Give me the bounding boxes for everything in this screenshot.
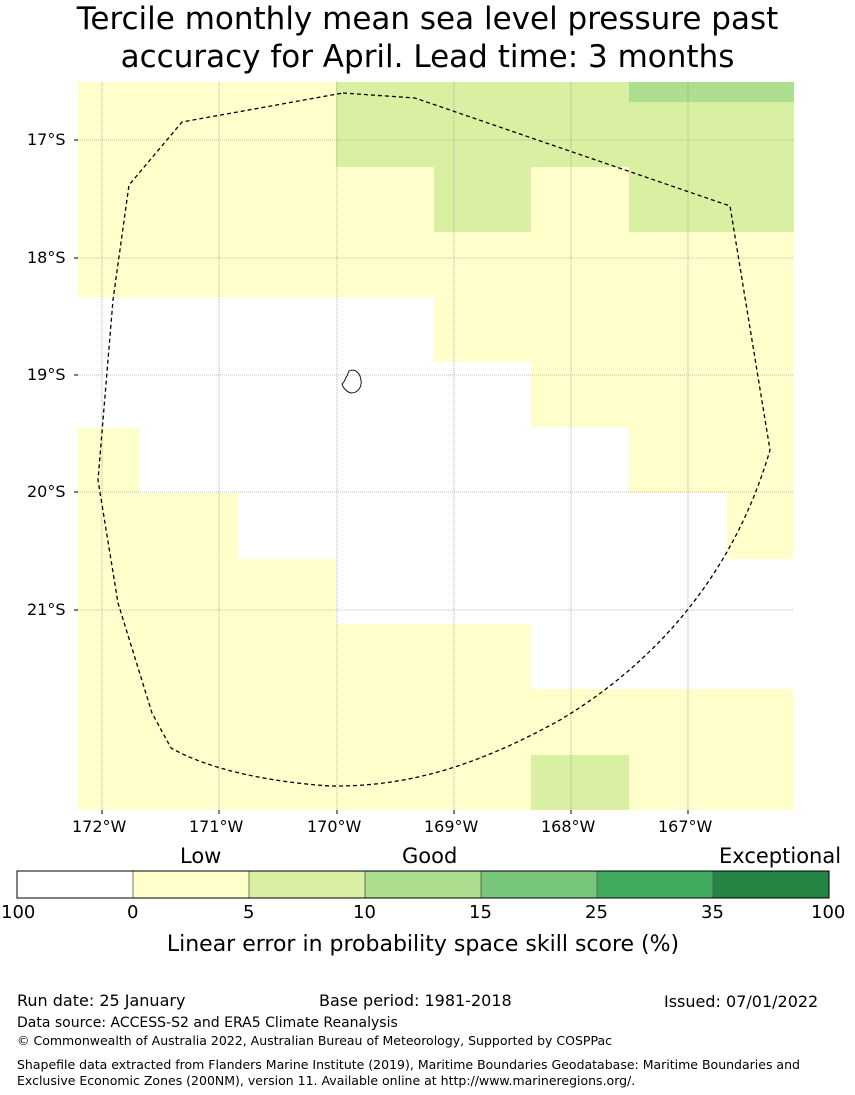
good-cell <box>629 102 794 232</box>
legend-category-good: Good <box>402 844 458 868</box>
low-cell <box>78 82 336 297</box>
low-cell <box>629 427 794 493</box>
colorbar-tick: 10 <box>353 902 376 923</box>
colorbar-box-2 <box>249 871 365 898</box>
title-line-2: accuracy for April. Lead time: 3 months <box>120 39 735 75</box>
lat-label-17s: 17°S <box>27 130 66 149</box>
low-cell <box>336 167 434 297</box>
copyright: © Commonwealth of Australia 2022, Austra… <box>17 1033 612 1048</box>
good-cell <box>434 167 531 232</box>
colorbar-box-1 <box>133 871 249 898</box>
lon-label-168w: 168°W <box>541 817 596 836</box>
low-cell <box>434 232 794 362</box>
good-skill-cells <box>336 82 794 810</box>
low-cell <box>336 624 531 810</box>
lat-label-18s: 18°S <box>27 248 66 267</box>
colorbar-tick: 25 <box>585 902 608 923</box>
good-cell <box>336 82 629 167</box>
skill-grid <box>78 82 794 810</box>
colorbar-tick: 5 <box>243 902 255 923</box>
colorbar-box-4 <box>481 871 597 898</box>
colorbar-frame <box>16 870 830 899</box>
eez-boundary <box>97 92 771 787</box>
good2-cell <box>629 82 794 102</box>
graticule <box>78 82 794 810</box>
title-line-1: Tercile monthly mean sea level pressure … <box>76 1 779 37</box>
colorbar-box-0 <box>17 871 133 898</box>
lon-label-170w: 170°W <box>307 817 362 836</box>
island-outline <box>341 369 362 394</box>
data-source: Data source: ACCESS-S2 and ERA5 Climate … <box>17 1015 398 1031</box>
low-cell <box>78 428 140 810</box>
lat-label-19s: 19°S <box>27 365 66 384</box>
legend-category-exceptional: Exceptional <box>719 844 842 868</box>
colorbar-tick: 35 <box>701 902 724 923</box>
low-cell <box>531 362 794 427</box>
colorbar-tick: 100 <box>1 902 36 923</box>
colorbar <box>16 870 830 899</box>
axis-ticks <box>74 139 689 814</box>
colorbar-box-5 <box>597 871 713 898</box>
low-cell <box>238 559 336 810</box>
chart-title: Tercile monthly mean sea level pressure … <box>0 0 855 76</box>
shapefile-credit: Shapefile data extracted from Flanders M… <box>17 1057 800 1088</box>
run-date: Run date: 25 January <box>17 991 186 1010</box>
colorbar-box-6 <box>713 871 829 898</box>
lon-label-171w: 171°W <box>189 817 244 836</box>
lat-label-20s: 20°S <box>27 482 66 501</box>
lon-label-172w: 172°W <box>72 817 127 836</box>
lon-label-169w: 169°W <box>424 817 479 836</box>
colorbar-box-3 <box>365 871 481 898</box>
base-period: Base period: 1981-2018 <box>319 991 512 1010</box>
low-cell <box>140 493 238 810</box>
colorbar-label: Linear error in probability space skill … <box>166 932 680 957</box>
low-cell <box>727 493 794 559</box>
good-cell <box>531 755 629 810</box>
lon-label-167w: 167°W <box>658 817 713 836</box>
colorbar-tick: 15 <box>469 902 492 923</box>
colorbar-tick: 0 <box>127 902 139 923</box>
issued-date: Issued: 07/01/2022 <box>664 992 819 1011</box>
low-cell <box>531 167 629 232</box>
legend-category-low: Low <box>180 844 222 868</box>
lat-label-21s: 21°S <box>27 600 66 619</box>
colorbar-tick: 100 <box>811 902 846 923</box>
